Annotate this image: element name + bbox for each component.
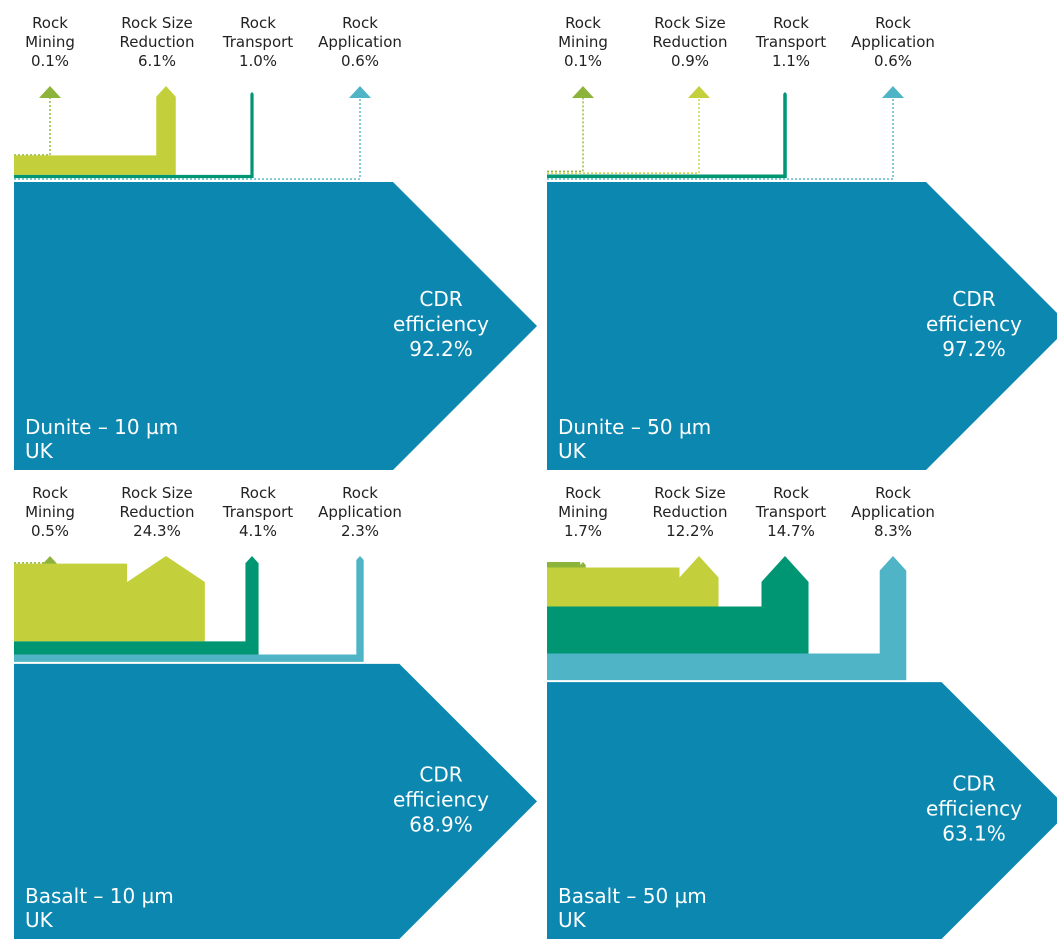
loss-arrowhead: [688, 86, 710, 98]
loss-label: Rock Size Reduction 0.9%: [653, 14, 728, 70]
loss-label: Rock Application 0.6%: [851, 14, 935, 70]
rock-type-caption: Basalt – 50 µm: [558, 884, 707, 908]
loss-flow-transport: [14, 556, 259, 655]
region-caption: UK: [558, 439, 587, 463]
loss-flow-transport: [547, 556, 809, 654]
loss-label: Rock Size Reduction 6.1%: [120, 14, 195, 70]
rock-type-caption: Dunite – 50 µm: [558, 415, 711, 439]
loss-label: Rock Transport 1.1%: [755, 14, 827, 70]
loss-arrowhead: [882, 86, 904, 98]
loss-flow-size-reduction: [547, 556, 719, 607]
loss-label: Rock Transport 14.7%: [755, 484, 827, 540]
loss-flow-application: [547, 96, 894, 180]
loss-label: Rock Application 2.3%: [318, 484, 402, 540]
loss-flow-size-reduction: [547, 96, 700, 174]
loss-flow-mining: [547, 562, 586, 568]
cdr-efficiency-flow: [547, 182, 1057, 470]
cdr-efficiency-label: CDR efficiency 92.2%: [393, 287, 489, 361]
loss-flow-size-reduction: [14, 86, 176, 175]
loss-label: Rock Mining 0.1%: [25, 14, 75, 70]
loss-label: Rock Mining 0.1%: [558, 14, 608, 70]
loss-label: Rock Size Reduction 12.2%: [653, 484, 728, 540]
loss-arrowhead: [572, 86, 594, 98]
sankey-panel: Rock Mining 0.1% Rock Size Reduction 0.9% Rock…: [547, 14, 1057, 470]
sankey-panel: Rock Mining 0.1% Rock Size Reduction 6.1% Rock…: [14, 14, 537, 470]
loss-label: Rock Transport 1.0%: [222, 14, 294, 70]
loss-label: Rock Transport 4.1%: [222, 484, 294, 540]
loss-label: Rock Mining 1.7%: [558, 484, 608, 540]
loss-flow-application: [547, 556, 907, 681]
loss-label: Rock Application 8.3%: [851, 484, 935, 540]
loss-flow-mining: [547, 96, 584, 173]
rock-type-caption: Dunite – 10 µm: [25, 415, 178, 439]
region-caption: UK: [25, 439, 54, 463]
cdr-efficiency-label: CDR efficiency 68.9%: [393, 762, 489, 836]
loss-label: Rock Mining 0.5%: [25, 484, 75, 540]
loss-flow-mining: [14, 96, 51, 156]
cdr-efficiency-flow: [14, 182, 537, 470]
loss-arrowhead: [39, 86, 61, 98]
region-caption: UK: [25, 908, 54, 932]
loss-label: Rock Application 0.6%: [318, 14, 402, 70]
region-caption: UK: [558, 908, 587, 932]
sankey-panel: Rock Mining 0.5% Rock Size Reduction 24.3% Roc…: [14, 484, 537, 939]
rock-type-caption: Basalt – 10 µm: [25, 884, 174, 908]
loss-label: Rock Size Reduction 24.3%: [120, 484, 195, 540]
loss-flow-size-reduction: [14, 556, 205, 642]
loss-flow-application: [14, 96, 361, 180]
loss-arrowhead: [349, 86, 371, 98]
sankey-panel: Rock Mining 1.7% Rock Size Reduction 12.2% Roc…: [547, 484, 1057, 939]
cdr-efficiency-label: CDR efficiency 63.1%: [926, 772, 1022, 846]
cdr-efficiency-flow: [547, 682, 1057, 939]
cdr-efficiency-label: CDR efficiency 97.2%: [926, 287, 1022, 361]
cdr-efficiency-flow: [14, 663, 537, 939]
